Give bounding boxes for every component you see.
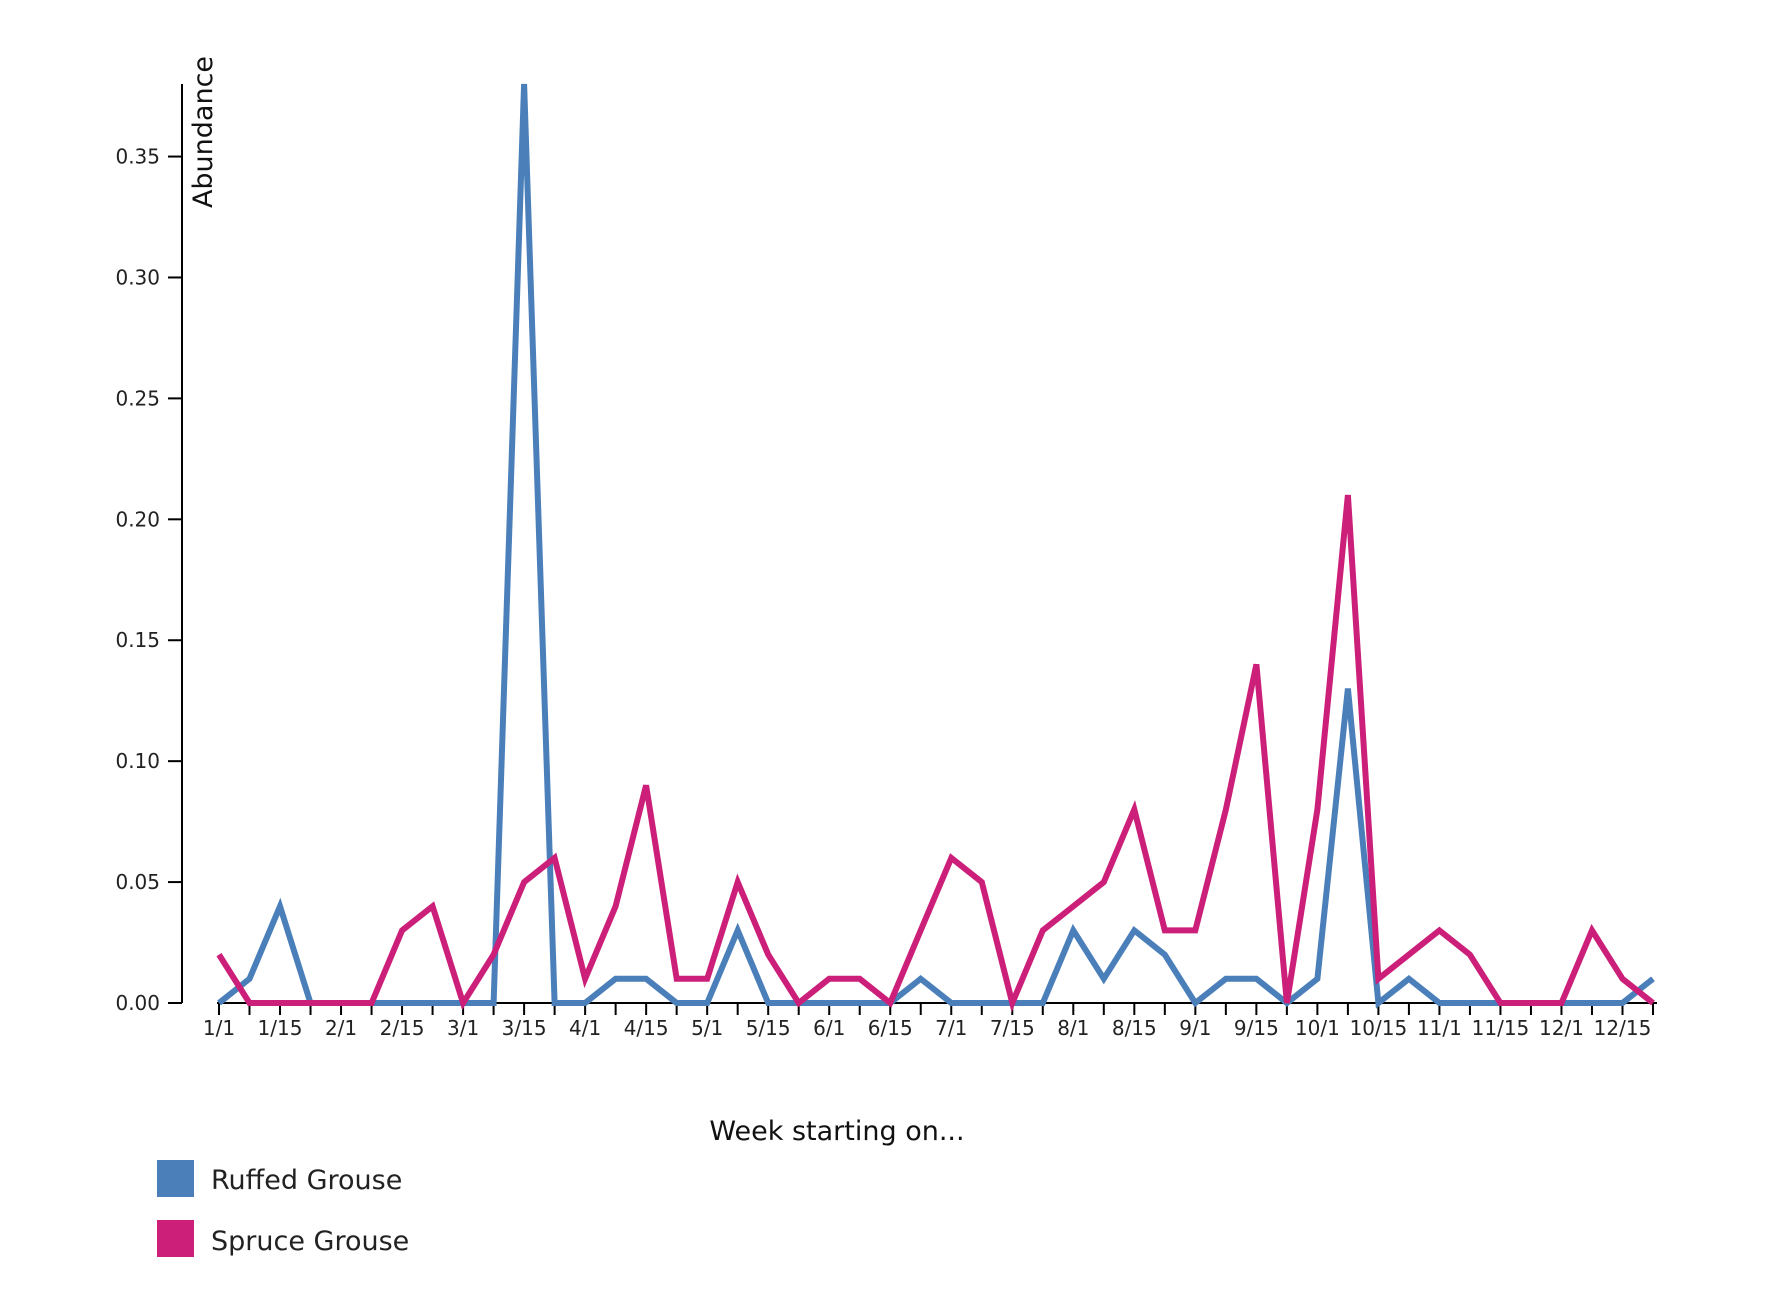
y-tick-label: 0.05 xyxy=(115,870,160,894)
y-tick-label: 0.10 xyxy=(115,749,160,773)
series-layer xyxy=(216,83,1655,1013)
legend-item-ruffed-grouse: Ruffed Grouse xyxy=(157,1160,402,1197)
y-tick-label: 0.30 xyxy=(115,265,160,289)
legend: Ruffed Grouse Spruce Grouse xyxy=(157,1160,409,1257)
x-tick-label: 12/1 xyxy=(1539,1016,1584,1040)
x-tick-label: 2/15 xyxy=(380,1016,425,1040)
x-tick-label: 3/1 xyxy=(447,1016,479,1040)
x-tick-label: 1/15 xyxy=(258,1016,303,1040)
x-tick-label: 4/15 xyxy=(624,1016,669,1040)
legend-label-ruffed-grouse: Ruffed Grouse xyxy=(211,1165,402,1196)
x-tick-label: 12/15 xyxy=(1594,1016,1652,1040)
y-axis-title: Abundance xyxy=(188,56,219,208)
x-tick-label: 8/1 xyxy=(1057,1016,1089,1040)
legend-item-spruce-grouse: Spruce Grouse xyxy=(157,1220,409,1257)
legend-swatch-spruce-grouse xyxy=(157,1220,194,1257)
legend-label-spruce-grouse: Spruce Grouse xyxy=(211,1226,409,1257)
x-tick-label: 6/1 xyxy=(813,1016,845,1040)
series-line-ruffed-grouse xyxy=(217,83,1655,1009)
x-tick-label: 9/15 xyxy=(1234,1016,1279,1040)
y-tick-label: 0.35 xyxy=(115,145,160,169)
x-tick-label: 11/15 xyxy=(1472,1016,1530,1040)
x-axis-title: Week starting on... xyxy=(709,1116,964,1147)
y-axis: 0.00 0.05 0.10 0.15 0.20 0.25 0.30 0.35 xyxy=(115,84,183,1015)
series-line-spruce-grouse xyxy=(216,494,1655,1013)
x-tick-label: 5/1 xyxy=(691,1016,723,1040)
x-tick-label: 8/15 xyxy=(1112,1016,1157,1040)
x-tick-label: 3/15 xyxy=(502,1016,547,1040)
x-tick-label: 9/1 xyxy=(1179,1016,1211,1040)
x-tick-label: 1/1 xyxy=(203,1016,235,1040)
x-tick-label: 4/1 xyxy=(569,1016,601,1040)
legend-swatch-ruffed-grouse xyxy=(157,1160,194,1197)
y-tick-label: 0.15 xyxy=(115,628,160,652)
y-tick-label: 0.25 xyxy=(115,386,160,410)
x-tick-label: 7/1 xyxy=(935,1016,967,1040)
x-tick-label: 7/15 xyxy=(990,1016,1035,1040)
x-axis: 1/1 1/15 2/1 2/15 3/1 3/15 4/1 4/15 5/1 5/15 6/1 6/… xyxy=(203,1002,1657,1040)
x-tick-label: 6/15 xyxy=(868,1016,913,1040)
y-tick-label: 0.00 xyxy=(115,991,160,1015)
x-tick-label: 11/1 xyxy=(1417,1016,1462,1040)
x-tick-label: 5/15 xyxy=(746,1016,791,1040)
y-tick-label: 0.20 xyxy=(115,507,160,531)
x-tick-label: 10/15 xyxy=(1350,1016,1408,1040)
x-tick-label: 10/1 xyxy=(1295,1016,1340,1040)
x-tick-label: 2/1 xyxy=(325,1016,357,1040)
